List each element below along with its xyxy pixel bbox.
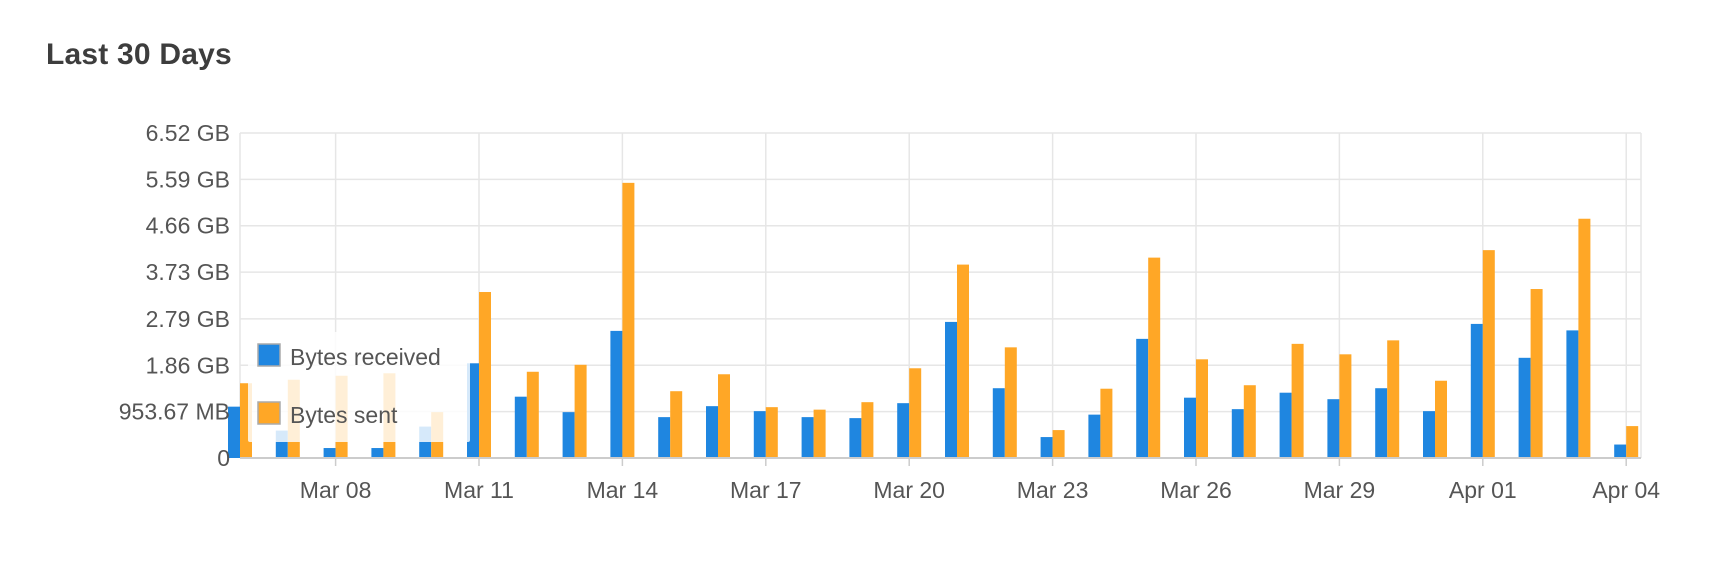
legend-item-sent[interactable]: Bytes sent [257,401,398,428]
x-tick-label: Mar 17 [730,477,802,503]
legend[interactable]: Bytes received Bytes sent [248,332,470,442]
y-tick-label: 1.86 GB [146,352,230,378]
bar-bytes-sent[interactable] [718,374,730,458]
bar-bytes-received[interactable] [658,417,671,458]
bar-bytes-received[interactable] [514,396,527,458]
y-tick-label: 953.67 MB [119,399,230,425]
bar-bytes-sent[interactable] [813,409,826,458]
legend-swatch-received[interactable] [257,343,281,367]
bar-bytes-sent[interactable] [1435,380,1447,458]
y-tick-label: 6.52 GB [146,120,230,146]
bar-bytes-received[interactable] [1088,414,1101,458]
bar-bytes-sent[interactable] [861,402,874,458]
chart-title: Last 30 Days [46,38,232,71]
bar-bytes-received[interactable] [1566,330,1579,458]
y-tick-label: 3.73 GB [146,259,230,285]
bar-bytes-sent[interactable] [1482,250,1495,458]
bar-bytes-sent[interactable] [1196,359,1208,458]
y-tick-label: 5.59 GB [146,166,230,192]
bar-bytes-sent[interactable] [526,371,539,458]
x-tick-label: Mar 11 [444,477,514,503]
legend-label-received[interactable]: Bytes received [290,344,441,370]
bars-layer [228,182,1639,458]
bar-bytes-sent[interactable] [622,182,635,458]
bar-bytes-received[interactable] [897,403,910,458]
axis-layer: 0 953.67 MB 1.86 GB 2.79 GB 3.73 GB 4.66 GB 5.… [119,120,1661,503]
bar-bytes-received[interactable] [1279,392,1292,458]
bar-bytes-sent[interactable] [1052,430,1065,458]
bar-bytes-received[interactable] [323,448,336,458]
bar-bytes-sent[interactable] [574,364,587,458]
bar-bytes-sent[interactable] [1578,218,1591,458]
bar-bytes-received[interactable] [992,388,1005,458]
x-tick-label: Mar 26 [1160,477,1232,503]
bar-bytes-received[interactable] [1327,399,1340,458]
legend-swatch-sent[interactable] [257,401,281,425]
bar-bytes-sent[interactable] [957,264,969,458]
bar-bytes-sent[interactable] [1004,347,1017,458]
legend-item-received[interactable]: Bytes received [257,343,441,370]
bar-bytes-received[interactable] [753,411,766,458]
x-tick-label: Mar 20 [873,477,945,503]
bar-bytes-sent[interactable] [1339,354,1352,458]
bar-bytes-received[interactable] [1470,323,1483,458]
y-tick-label: 4.66 GB [146,213,230,239]
bar-bytes-received[interactable] [849,418,862,458]
bar-bytes-sent[interactable] [1100,388,1113,458]
bar-bytes-received[interactable] [1614,444,1627,458]
bar-bytes-received[interactable] [371,448,384,458]
bar-bytes-sent[interactable] [1530,289,1543,458]
bar-bytes-received[interactable] [1231,409,1244,458]
bar-bytes-received[interactable] [1375,388,1388,458]
x-tick-label: Apr 04 [1592,477,1660,503]
bar-bytes-sent[interactable] [479,292,491,458]
x-tick-label: Apr 01 [1449,477,1517,503]
x-tick-label: Mar 23 [1017,477,1089,503]
bar-bytes-received[interactable] [228,406,240,458]
bar-bytes-sent[interactable] [670,391,683,458]
bar-bytes-sent[interactable] [1626,426,1639,458]
bar-bytes-received[interactable] [610,330,623,458]
bar-bytes-received[interactable] [706,406,718,458]
bar-bytes-received[interactable] [945,321,957,458]
bar-bytes-sent[interactable] [765,407,778,458]
x-tick-label: Mar 29 [1304,477,1376,503]
bar-bytes-received[interactable] [801,417,814,458]
legend-label-sent[interactable]: Bytes sent [290,402,398,428]
bar-bytes-received[interactable] [1184,397,1196,458]
y-tick-label: 0 [217,445,230,471]
bar-bytes-sent[interactable] [1243,385,1256,458]
legend-background [248,332,470,442]
x-tick-label: Mar 14 [587,477,659,503]
bar-bytes-sent[interactable] [909,368,922,458]
bar-bytes-sent[interactable] [1387,340,1400,458]
bar-bytes-sent[interactable] [1291,343,1304,458]
bar-bytes-received[interactable] [1040,437,1053,458]
bar-bytes-sent[interactable] [1148,257,1161,458]
bar-bytes-received[interactable] [1136,338,1149,458]
y-tick-label: 2.79 GB [146,306,230,332]
bar-bytes-received[interactable] [1518,357,1531,458]
x-tick-label: Mar 08 [300,477,372,503]
bar-bytes-received[interactable] [562,412,575,458]
bar-bytes-received[interactable] [1423,411,1435,458]
